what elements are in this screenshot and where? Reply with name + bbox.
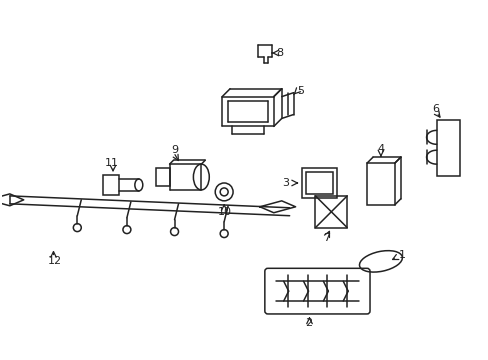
Bar bbox=[315, 196, 346, 228]
Bar bbox=[301, 168, 337, 198]
Text: 11: 11 bbox=[105, 158, 119, 168]
Text: 8: 8 bbox=[276, 48, 284, 58]
Text: 6: 6 bbox=[432, 104, 439, 113]
Text: 2: 2 bbox=[305, 318, 312, 328]
Text: 7: 7 bbox=[323, 233, 330, 243]
Text: 1: 1 bbox=[398, 251, 405, 260]
Bar bbox=[366, 163, 394, 205]
Bar bbox=[436, 121, 459, 176]
Bar bbox=[305, 172, 333, 194]
Text: 10: 10 bbox=[218, 207, 232, 217]
Text: 9: 9 bbox=[171, 145, 178, 155]
Text: 3: 3 bbox=[281, 178, 288, 188]
Text: 4: 4 bbox=[376, 144, 383, 154]
Bar bbox=[103, 175, 119, 195]
Bar bbox=[155, 168, 169, 186]
Text: 12: 12 bbox=[47, 256, 61, 266]
Text: 5: 5 bbox=[297, 86, 304, 96]
